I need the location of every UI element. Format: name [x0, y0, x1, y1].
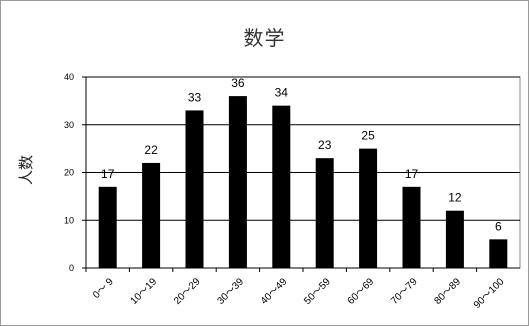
- x-tick-label: 0～ 9: [91, 276, 116, 301]
- y-tick-label: 0: [69, 263, 74, 273]
- chart-title: 数学: [243, 26, 286, 50]
- bar: [142, 162, 161, 268]
- bar: [402, 186, 421, 268]
- bar: [185, 110, 204, 268]
- x-tick-label: 70～79: [389, 276, 420, 307]
- x-tick-label: 20～29: [172, 276, 203, 307]
- data-label: 6: [495, 219, 502, 233]
- bar: [489, 239, 508, 268]
- x-tick-label: 50～59: [302, 276, 333, 307]
- bar: [98, 186, 117, 268]
- y-tick-label: 20: [64, 168, 74, 178]
- data-label: 34: [275, 86, 289, 100]
- bar: [359, 148, 378, 268]
- bar: [228, 96, 247, 268]
- bar: [315, 158, 334, 268]
- data-label: 17: [405, 167, 419, 181]
- y-tick-label: 10: [64, 215, 74, 225]
- bar: [445, 210, 464, 268]
- data-label: 23: [318, 138, 332, 152]
- y-tick-label: 30: [64, 120, 74, 130]
- x-tick-label: 10～19: [129, 276, 160, 307]
- x-tick-label: 40～49: [259, 276, 290, 307]
- x-tick-label: 30～39: [215, 276, 246, 307]
- y-tick-label: 40: [64, 72, 74, 82]
- data-label: 22: [144, 143, 158, 157]
- data-label: 17: [101, 167, 115, 181]
- data-label: 36: [231, 76, 245, 90]
- data-label: 33: [188, 90, 202, 104]
- data-label: 25: [361, 129, 375, 143]
- x-tick-label: 90～100: [472, 276, 507, 311]
- x-tick-label: 80～89: [432, 276, 463, 307]
- data-label: 12: [448, 191, 462, 205]
- x-tick-label: 60～69: [346, 276, 377, 307]
- bar: [272, 105, 291, 269]
